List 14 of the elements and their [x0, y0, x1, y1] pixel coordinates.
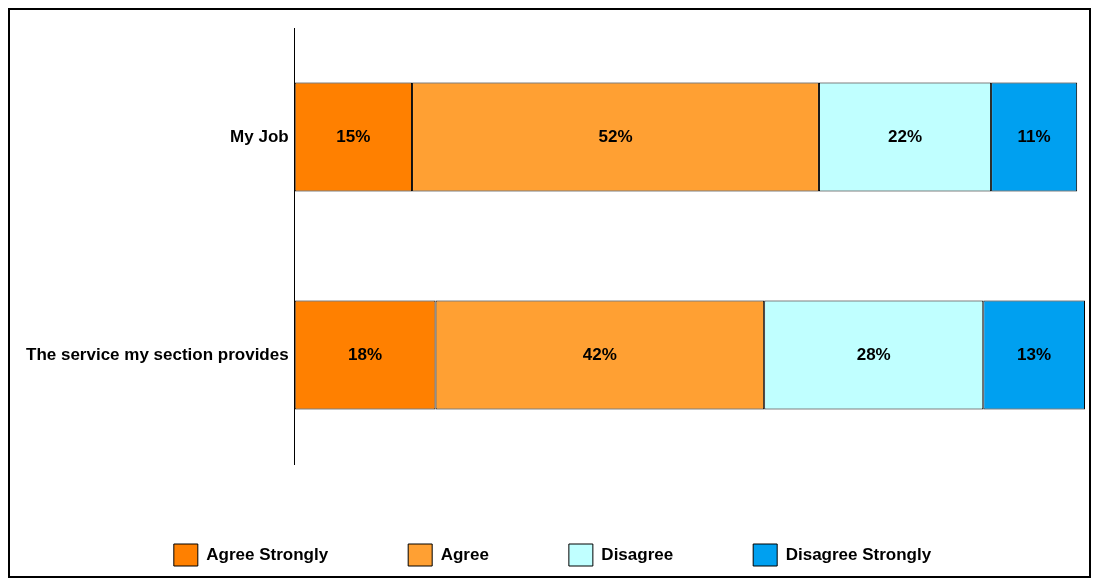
data-label: 52%: [598, 126, 633, 146]
legend-label: Agree Strongly: [206, 544, 329, 564]
data-label: 42%: [582, 344, 617, 364]
data-label: 22%: [888, 126, 923, 146]
legend-label: Disagree: [601, 544, 674, 564]
legend-label: Agree: [440, 544, 489, 564]
data-label: 15%: [336, 126, 371, 146]
data-label: 18%: [348, 344, 383, 364]
y-tick-label: My Job: [230, 126, 289, 146]
data-label: 11%: [1017, 126, 1051, 146]
legend-label: Disagree Strongly: [785, 544, 932, 564]
data-label: 28%: [856, 344, 891, 364]
data-label: 13%: [1017, 344, 1052, 364]
y-tick-label: The service my section provides: [26, 344, 289, 364]
